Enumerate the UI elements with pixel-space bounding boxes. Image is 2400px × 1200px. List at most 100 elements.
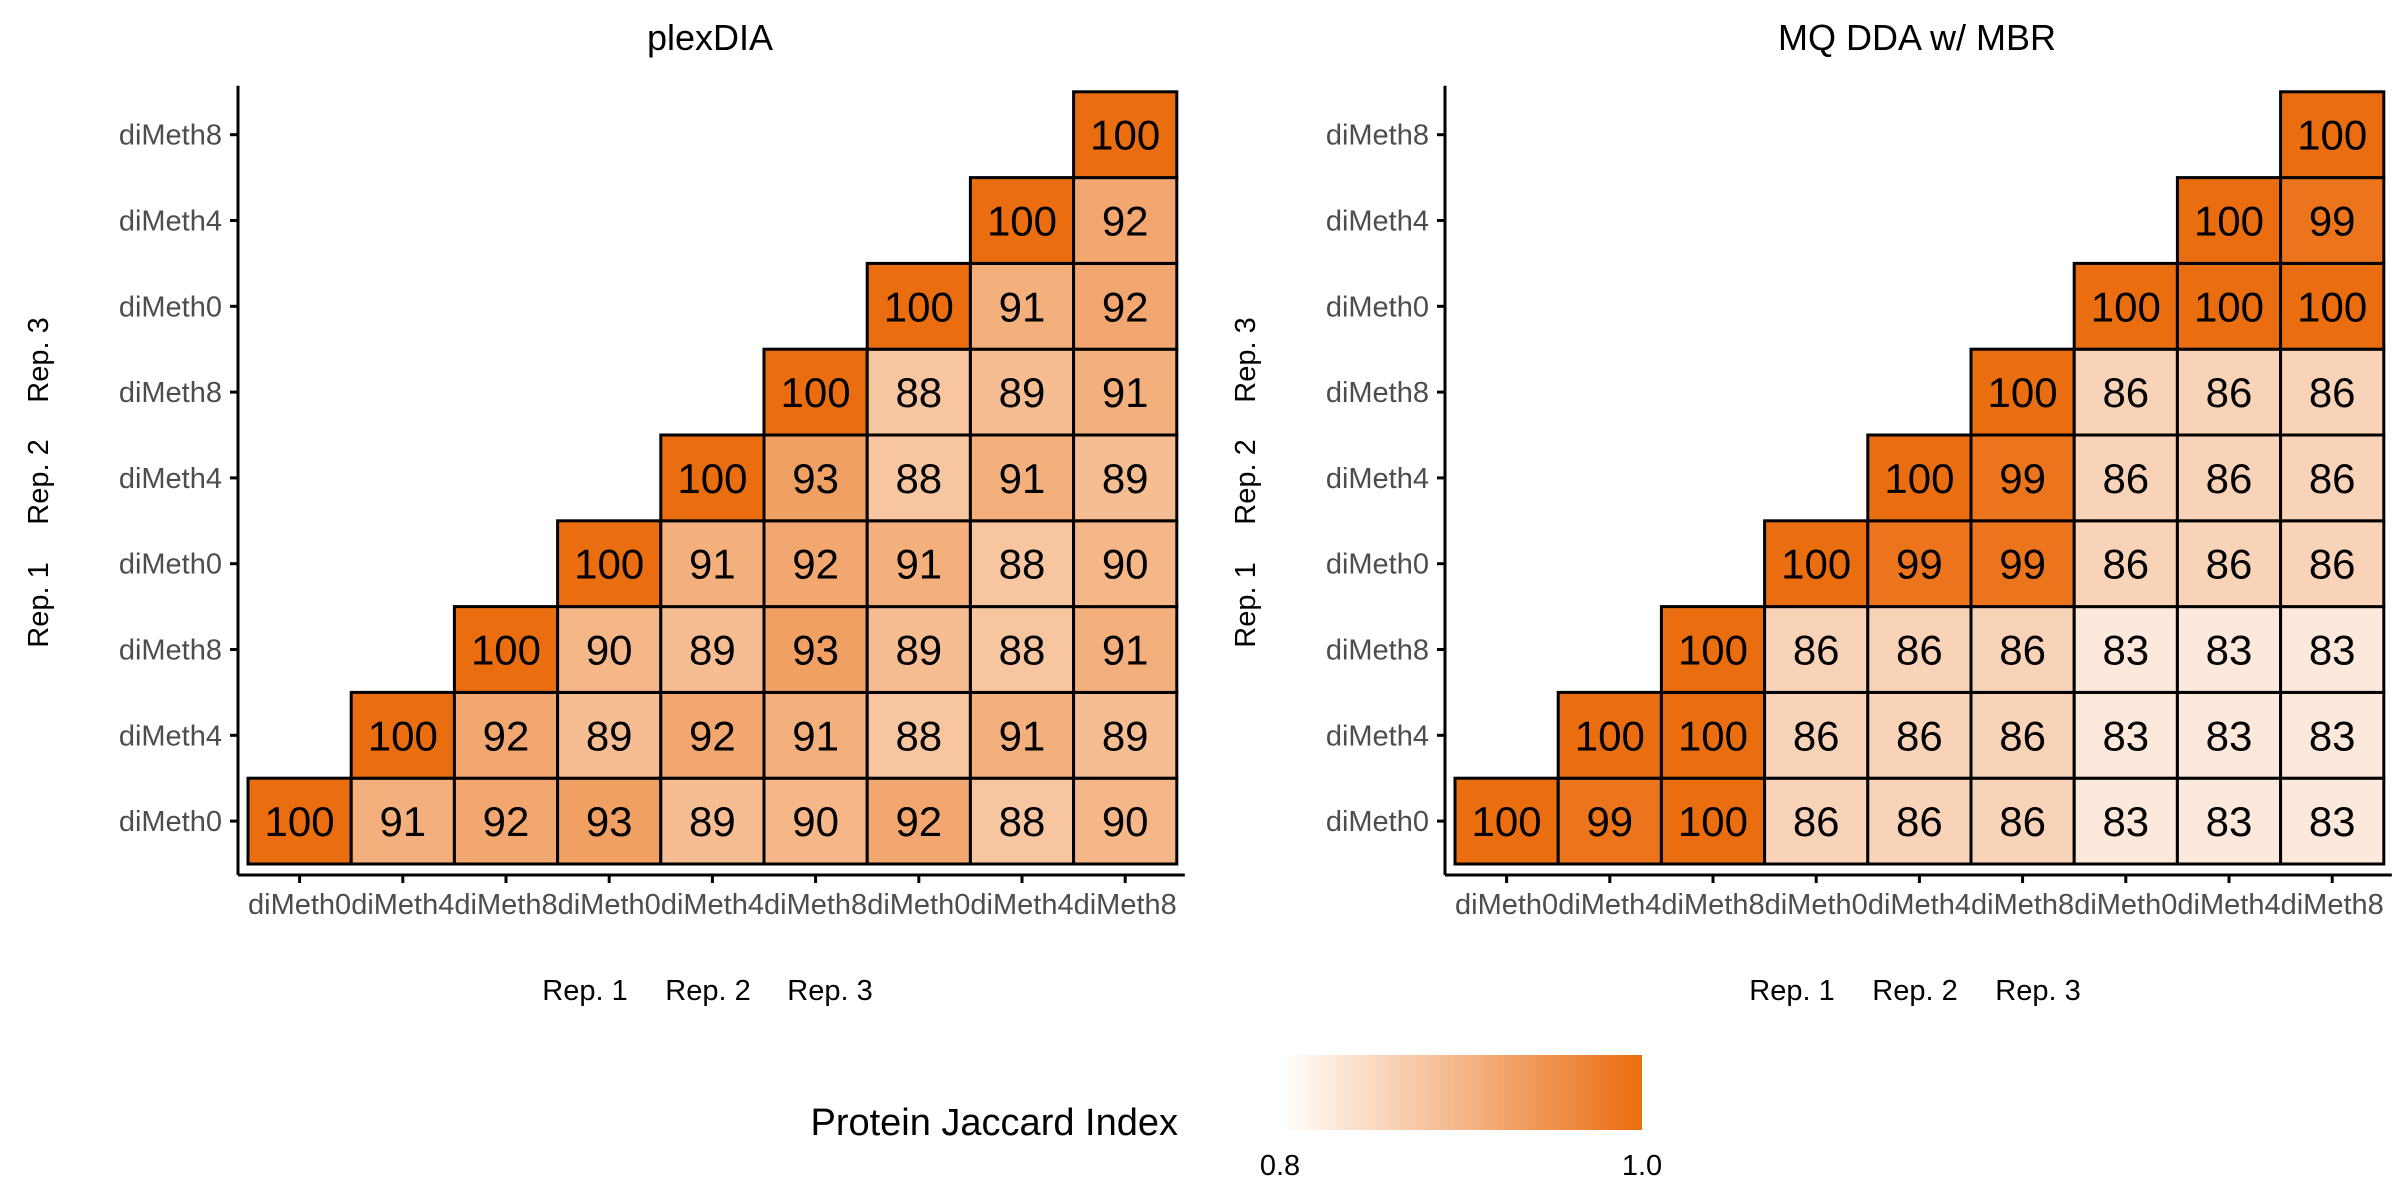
cell-value-label: 100	[1884, 455, 1954, 502]
cell-value-label: 89	[1102, 712, 1149, 759]
cell-value-label: 86	[2102, 541, 2149, 588]
cell-value-label: 92	[483, 798, 530, 845]
heatmap-cell	[2175, 347, 2283, 437]
heatmap-cell	[1969, 605, 2076, 694]
x-tick-label: diMeth8	[1661, 889, 1764, 921]
cell-value-label: 100	[781, 369, 851, 416]
heatmap-cell	[2175, 261, 2283, 351]
cell-value-label: 89	[1102, 455, 1149, 502]
heatmap-cell	[556, 519, 663, 609]
heatmap-cell	[659, 776, 766, 866]
heatmap-cell	[2175, 776, 2283, 866]
cell-value-label: 89	[999, 369, 1046, 416]
cell-value-label: 90	[1102, 541, 1149, 588]
cell-value-label: 89	[895, 627, 942, 674]
cell-value-label: 91	[1102, 369, 1149, 416]
y-group-label-rep3: Rep. 3	[23, 317, 55, 402]
heatmap-cells: 100 99 100 86 86 86 83 83 83 100 100 86 86 86 83 83 83 10…	[1453, 90, 2386, 866]
heatmap-cell	[2175, 433, 2283, 523]
heatmap-cell	[1969, 776, 2076, 866]
heatmap-cell	[659, 690, 766, 780]
cell-value-label: 86	[1793, 798, 1840, 845]
heatmap-cell	[2072, 261, 2179, 351]
cell-value-label: 90	[1102, 798, 1149, 845]
cell-value-label: 86	[2309, 369, 2356, 416]
heatmap-cell	[1763, 519, 1870, 609]
x-group-label-rep2: Rep. 2	[665, 975, 750, 1007]
x-group-label-rep1: Rep. 1	[542, 975, 627, 1007]
heatmap-cell	[2072, 433, 2179, 523]
cell-value-label: 100	[1678, 798, 1748, 845]
cell-value-label: 88	[999, 798, 1046, 845]
heatmap-cell	[659, 605, 766, 694]
x-tick-label: diMeth4	[1868, 889, 1971, 921]
x-tick-label: diMeth8	[1971, 889, 2074, 921]
heatmap-cell	[762, 519, 869, 609]
heatmap-panel-plexdia: plexDIA 100 91 92 93 89 90 92 88 90 100 92 89 92 91 88…	[23, 17, 1185, 1007]
cell-value-label: 86	[2309, 455, 2356, 502]
heatmap-cell	[865, 519, 972, 609]
x-group-label-rep1: Rep. 1	[1749, 975, 1834, 1007]
cell-value-label: 91	[792, 712, 839, 759]
y-tick-label: diMeth4	[1326, 463, 1429, 495]
x-tick-label: diMeth8	[2281, 889, 2384, 921]
cell-value-label: 86	[2206, 455, 2253, 502]
cell-value-label: 83	[2102, 798, 2149, 845]
cell-value-label: 86	[1999, 798, 2046, 845]
heatmap-cell	[1072, 776, 1179, 866]
cell-value-label: 100	[1090, 112, 1160, 159]
y-tick-label: diMeth4	[119, 463, 222, 495]
cell-value-label: 83	[2206, 798, 2253, 845]
heatmap-cell	[349, 690, 456, 780]
legend-min-label: 0.8	[1260, 1150, 1300, 1182]
heatmap-cell	[1453, 776, 1560, 866]
heatmap-cell	[968, 776, 1076, 866]
cell-value-label: 91	[689, 541, 736, 588]
cell-value-label: 100	[1781, 541, 1851, 588]
cell-value-label: 100	[2194, 198, 2264, 245]
heatmap-cell	[349, 776, 456, 866]
cell-value-label: 99	[1999, 455, 2046, 502]
y-tick-label: diMeth4	[119, 206, 222, 238]
heatmap-cell	[865, 261, 972, 351]
heatmap-cell	[1072, 261, 1179, 351]
cell-value-label: 93	[792, 455, 839, 502]
cell-value-label: 88	[895, 369, 942, 416]
cell-value-label: 89	[689, 627, 736, 674]
cell-value-label: 91	[895, 541, 942, 588]
cell-value-label: 91	[999, 455, 1046, 502]
y-tick-label: diMeth8	[1326, 377, 1429, 409]
cell-value-label: 93	[586, 798, 633, 845]
heatmap-cell	[2279, 90, 2386, 180]
cell-value-label: 100	[2194, 283, 2264, 330]
cell-value-label: 92	[1102, 198, 1149, 245]
cell-value-label: 100	[1988, 369, 2058, 416]
x-tick-label: diMeth0	[2074, 889, 2177, 921]
cell-value-label: 86	[1999, 712, 2046, 759]
y-tick-label: diMeth8	[119, 635, 222, 667]
heatmap-cell	[2072, 605, 2179, 694]
cell-value-label: 91	[999, 283, 1046, 330]
heatmap-cell	[2175, 519, 2283, 609]
cell-value-label: 83	[2206, 712, 2253, 759]
cell-value-label: 90	[586, 627, 633, 674]
y-tick-label: diMeth0	[119, 291, 222, 323]
heatmap-cell	[762, 776, 869, 866]
y-tick-label: diMeth0	[1326, 291, 1429, 323]
cell-value-label: 86	[2102, 369, 2149, 416]
heatmap-cells: 100 91 92 93 89 90 92 88 90 100 92 89 92 91 88 91 89 100 9…	[246, 90, 1179, 866]
cell-value-label: 86	[1896, 627, 1943, 674]
cell-value-label: 83	[2102, 627, 2149, 674]
heatmap-cell	[968, 690, 1076, 780]
y-group-label-rep3: Rep. 3	[1230, 317, 1262, 402]
y-tick-label: diMeth8	[119, 377, 222, 409]
cell-value-label: 92	[689, 712, 736, 759]
cell-value-label: 92	[792, 541, 839, 588]
cell-value-label: 99	[1896, 541, 1943, 588]
cell-value-label: 86	[1896, 712, 1943, 759]
heatmap-cell	[1969, 519, 2076, 609]
cell-value-label: 100	[265, 798, 335, 845]
heatmap-cell	[968, 605, 1076, 694]
x-group-label-rep2: Rep. 2	[1872, 975, 1957, 1007]
